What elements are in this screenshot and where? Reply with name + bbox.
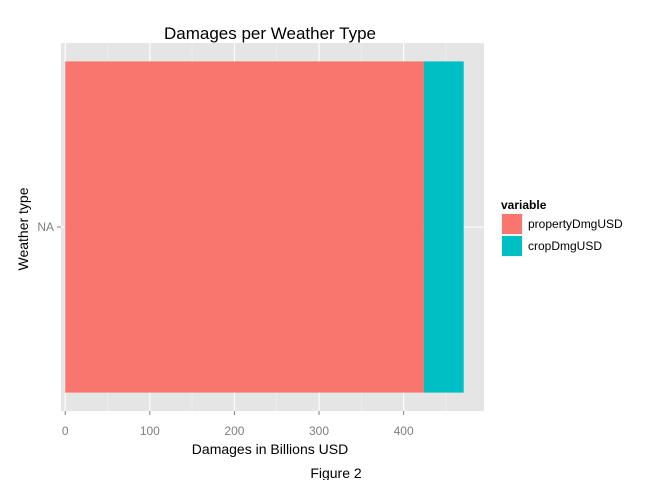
x-axis-title: Damages in Billions USD	[192, 441, 348, 457]
chart-title: Damages per Weather Type	[164, 24, 376, 43]
x-tick-label: 400	[394, 424, 414, 438]
y-tick-label: NA	[37, 220, 54, 234]
legend-label-cropDmgUSD: cropDmgUSD	[528, 239, 602, 253]
legend-items: propertyDmgUSD cropDmgUSD	[501, 213, 623, 257]
x-tick-label: 100	[140, 424, 160, 438]
figure-caption: Figure 2	[310, 465, 362, 480]
y-axis-title: Weather type	[15, 187, 31, 270]
x-tick-label: 200	[224, 424, 244, 438]
legend-swatch-propertyDmgUSD	[502, 214, 522, 234]
bar-cropDmgUSD	[423, 61, 464, 393]
plot-panel: NA 0 100 200 300 400	[37, 43, 484, 438]
x-tick-label: 0	[62, 424, 69, 438]
bar-propertyDmgUSD	[65, 61, 424, 393]
legend-label-propertyDmgUSD: propertyDmgUSD	[528, 217, 623, 231]
legend-title: variable	[501, 198, 547, 212]
x-tick-label: 300	[309, 424, 329, 438]
legend-swatch-cropDmgUSD	[502, 236, 522, 256]
legend: variable propertyDmgUSD cropDmgUSD	[501, 198, 623, 257]
